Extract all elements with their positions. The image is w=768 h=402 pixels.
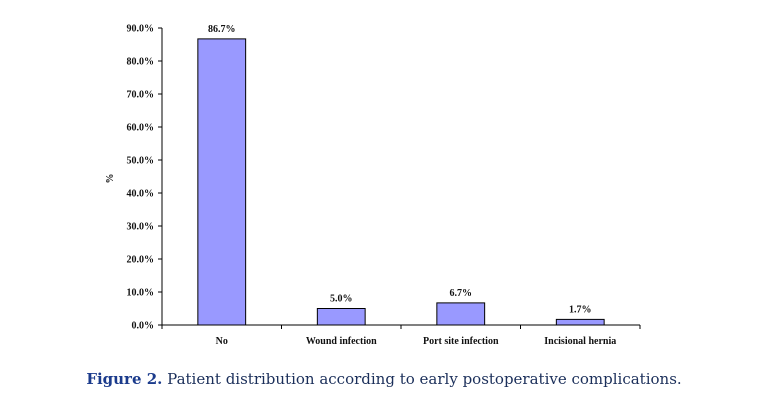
bar: [555, 318, 605, 326]
y-tick-label: 50.0%: [127, 156, 155, 167]
y-tick-label: 30.0%: [127, 222, 155, 233]
data-label: 5.0%: [330, 294, 353, 305]
x-tick-label: No: [216, 336, 228, 347]
y-axis-title: %: [105, 174, 116, 184]
y-tick-label: 10.0%: [127, 288, 155, 299]
bars: [197, 38, 605, 326]
bar: [197, 38, 247, 326]
y-tick-label: 80.0%: [127, 57, 155, 68]
bar-chart: 0.0% 10.0% 20.0% 30.0% 40.0% 50.0% 60.0% 70.0% 8…: [105, 24, 641, 347]
y-tick-label: 20.0%: [127, 255, 155, 266]
x-tick-label: Port site infection: [423, 336, 499, 347]
bar: [436, 302, 486, 326]
data-label: 6.7%: [450, 288, 473, 299]
caption-text: Patient distribution according to early …: [167, 370, 682, 388]
data-label: 1.7%: [569, 304, 592, 315]
figure-caption: Figure 2. Patient distribution according…: [0, 370, 768, 388]
x-tick-label: Wound infection: [306, 336, 377, 347]
bar: [316, 308, 366, 326]
axes: 0.0% 10.0% 20.0% 30.0% 40.0% 50.0% 60.0% 70.0% 8…: [105, 24, 641, 332]
y-tick-label: 40.0%: [127, 189, 155, 200]
data-label: 86.7%: [208, 24, 236, 35]
y-tick-label: 0.0%: [132, 321, 155, 332]
figure-number: Figure 2.: [86, 370, 163, 388]
y-tick-label: 70.0%: [127, 90, 155, 101]
y-tick-label: 60.0%: [127, 123, 155, 134]
x-tick-label: Incisional hernia: [544, 336, 616, 347]
y-tick-label: 90.0%: [127, 24, 155, 35]
labels: 86.7% No 5.0% Wound infection 6.7% Port site …: [208, 24, 616, 347]
